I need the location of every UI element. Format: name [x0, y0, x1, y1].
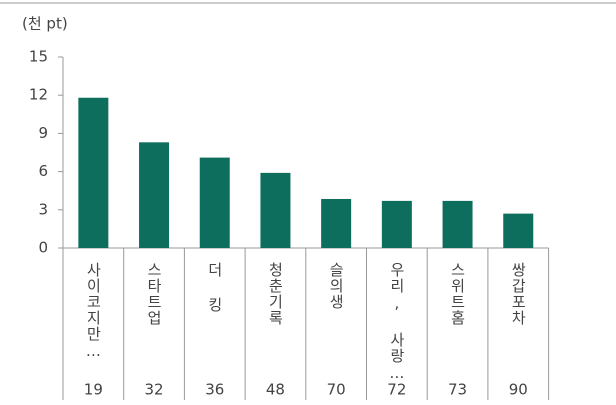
x-secondary-label: 72	[387, 381, 406, 399]
x-tick-label: 스위트홈	[449, 262, 467, 326]
bar	[199, 157, 230, 248]
x-tick-label: 청춘기록	[266, 262, 284, 326]
x-secondary-label: 90	[509, 381, 528, 399]
bar	[78, 97, 109, 248]
bar	[503, 213, 534, 248]
x-tick-label: 사이코지만…	[84, 262, 102, 361]
y-tick-label: 3	[38, 200, 48, 218]
x-tick-label: 우리, 사랑…	[388, 262, 406, 383]
bar	[381, 200, 412, 248]
bar	[139, 142, 170, 248]
x-secondary-label: 70	[327, 381, 346, 399]
y-tick-label: 0	[38, 239, 48, 257]
x-tick-label: 스타트업	[145, 262, 163, 326]
x-secondary-label: 32	[145, 381, 164, 399]
y-tick-label: 6	[38, 162, 48, 180]
y-unit: (천 pt)	[22, 15, 68, 33]
x-tick-label: 슬의생	[327, 262, 345, 310]
y-tick-label: 12	[29, 86, 48, 104]
x-secondary-label: 19	[84, 381, 103, 399]
bar	[442, 200, 473, 248]
y-tick-label: 9	[38, 124, 48, 142]
x-tick-label: 더 킹	[206, 262, 224, 313]
bar	[321, 198, 352, 248]
bar	[260, 172, 291, 248]
x-secondary-label: 73	[448, 381, 467, 399]
y-tick-label: 15	[29, 48, 48, 66]
x-secondary-label: 36	[205, 381, 224, 399]
x-tick-label: 쌍갑포차	[509, 262, 527, 326]
x-secondary-label: 48	[266, 381, 285, 399]
